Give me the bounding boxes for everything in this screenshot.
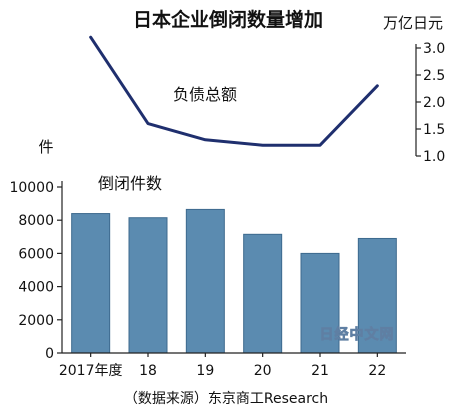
right-tick-label: 2.5 <box>423 68 445 84</box>
x-tick-label: 20 <box>254 363 272 379</box>
right-axis-unit: 万亿日元 <box>383 14 443 32</box>
left-tick-label: 4000 <box>18 280 54 296</box>
series-label-bankruptcies: 倒闭件数 <box>98 174 162 193</box>
x-tick-label: 18 <box>139 363 157 379</box>
source-note: （数据来源）东京商工Research <box>124 391 328 407</box>
right-tick-label: 1.0 <box>423 149 445 165</box>
series-label-debt: 负债总额 <box>173 85 237 104</box>
left-axis-unit: 件 <box>38 138 53 156</box>
left-tick-label: 2000 <box>18 313 54 329</box>
x-tick-label: 19 <box>196 363 214 379</box>
left-tick-label: 10000 <box>9 180 54 196</box>
chart-title: 日本企业倒闭数量增加 <box>133 8 323 31</box>
right-tick-label: 1.5 <box>423 122 445 138</box>
left-tick-label: 8000 <box>18 213 54 229</box>
x-tick-label: 2017年度 <box>59 363 123 379</box>
right-tick-label: 2.0 <box>423 95 445 111</box>
bar-18 <box>129 218 167 353</box>
left-tick-label: 6000 <box>18 246 54 262</box>
bar-19 <box>186 209 224 353</box>
x-tick-label: 22 <box>368 363 386 379</box>
x-tick-label: 21 <box>311 363 329 379</box>
left-tick-label: 0 <box>45 346 54 362</box>
right-tick-label: 3.0 <box>423 41 445 57</box>
bar-2017年度 <box>72 214 110 353</box>
watermark-text: 日经中文网 <box>320 326 395 343</box>
bar-20 <box>244 234 282 353</box>
